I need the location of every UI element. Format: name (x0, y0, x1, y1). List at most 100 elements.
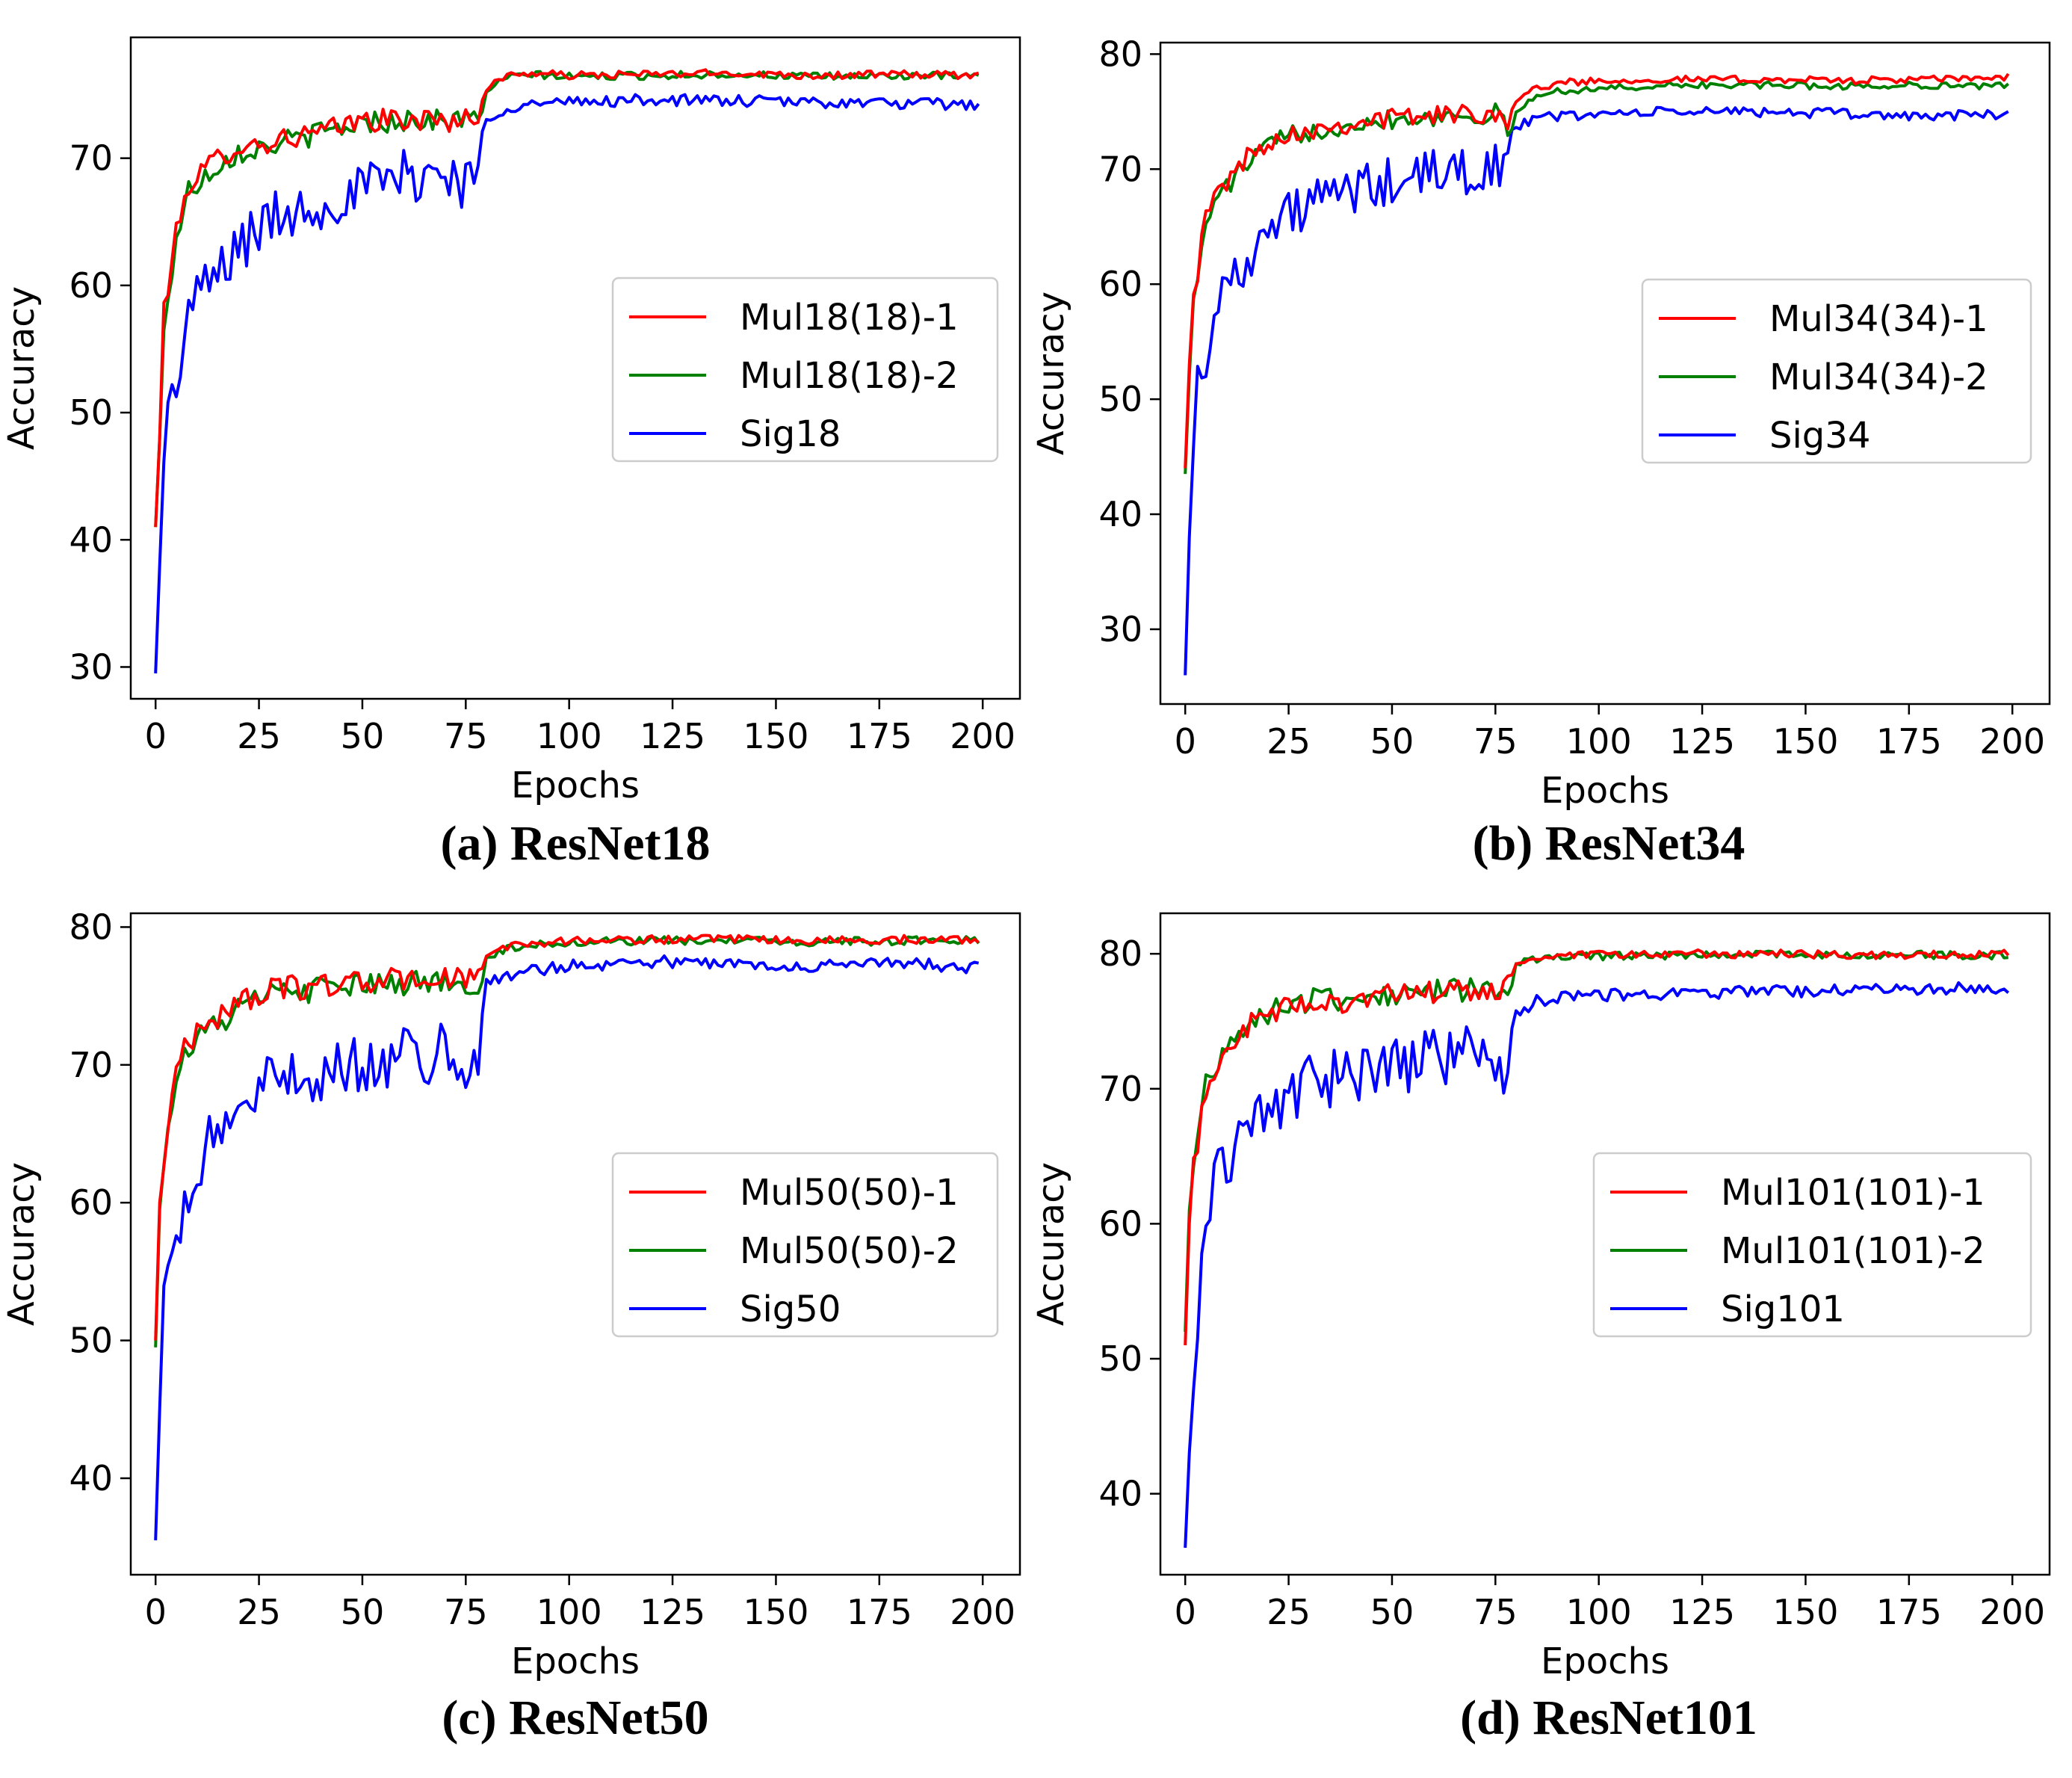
x-tick-label: 200 (1979, 1592, 2045, 1632)
x-tick-label: 100 (536, 716, 602, 756)
legend: Mul18(18)-1 Mul18(18)-2 Sig18 (611, 277, 999, 463)
x-tick-label: 50 (1370, 1592, 1414, 1632)
x-tick-label: 125 (1669, 1592, 1735, 1632)
y-tick-label: 30 (69, 646, 113, 687)
legend: Mul101(101)-1 Mul101(101)-2 Sig101 (1592, 1152, 2032, 1338)
legend-box (1641, 278, 2032, 464)
legend-entry: Mul101(101)-2 (1721, 1230, 1985, 1272)
x-tick-label: 75 (1473, 721, 1518, 762)
chart-panel-2: 0 25 50 75 100 125 150 175 200 30 40 50 60 70 80 Epochs… (1030, 34, 2051, 871)
x-tick-label: 125 (640, 716, 705, 756)
y-tick-label: 80 (69, 907, 113, 947)
legend-entry: Mul34(34)-2 (1769, 356, 1988, 398)
y-tick-label: 40 (1098, 1474, 1142, 1514)
plot-frame (129, 912, 1021, 1576)
x-tick-label: 100 (1566, 721, 1632, 762)
y-tick-label: 70 (69, 1045, 113, 1085)
series-line-Sig34 (1184, 105, 2009, 676)
legend-box (611, 1152, 999, 1338)
panel-caption: (b) ResNet34 (1473, 816, 1745, 871)
y-tick-label: 40 (1098, 494, 1142, 534)
y-tick-label: 60 (1098, 264, 1142, 304)
y-tick-label: 70 (1098, 149, 1142, 189)
chart-panel-1: 0 25 50 75 100 125 150 175 200 30 40 50 60 70 Epochs Ac… (1, 36, 1021, 871)
x-tick-label: 200 (950, 1592, 1015, 1632)
y-tick-label: 70 (69, 138, 113, 179)
legend-entry: Sig34 (1769, 415, 1870, 457)
series-line-Mul18(18)-1 (154, 68, 980, 528)
legend-entry: Mul50(50)-2 (740, 1230, 959, 1272)
y-tick-label: 80 (1098, 933, 1142, 974)
x-tick-label: 200 (950, 716, 1015, 756)
panel-caption: (a) ResNet18 (440, 816, 710, 871)
plot-frame (1159, 41, 2051, 706)
legend-entry: Mul101(101)-1 (1721, 1172, 1985, 1214)
x-tick-label: 200 (1979, 721, 2045, 762)
legend-entry: Sig18 (740, 413, 841, 455)
y-tick-label: 60 (69, 265, 113, 306)
x-tick-label: 125 (640, 1592, 705, 1632)
chart-panel-4: 0 25 50 75 100 125 150 175 200 40 50 60 70 80 Epochs Ac… (1030, 912, 2051, 1745)
x-tick-label: 100 (536, 1592, 602, 1632)
legend-entry: Mul34(34)-1 (1769, 298, 1988, 340)
x-tick-label: 100 (1566, 1592, 1632, 1632)
series-line-Sig50 (154, 954, 980, 1540)
x-tick-label: 175 (1876, 721, 1942, 762)
y-tick-label: 60 (1098, 1203, 1142, 1244)
series-line-Mul34(34)-2 (1184, 80, 2010, 475)
x-axis-label: Epochs (1541, 770, 1669, 812)
legend: Mul34(34)-1 Mul34(34)-2 Sig34 (1641, 278, 2032, 464)
y-tick-label: 50 (69, 1321, 113, 1361)
x-tick-label: 150 (743, 716, 809, 756)
y-tick-label: 80 (1098, 34, 1142, 74)
x-tick-label: 0 (145, 716, 167, 756)
legend-box (1592, 1152, 2032, 1338)
x-tick-label: 0 (1175, 721, 1196, 762)
y-axis-label: Accuracy (1, 286, 43, 450)
x-tick-label: 175 (847, 716, 912, 756)
panel-caption: (c) ResNet50 (442, 1691, 708, 1745)
y-tick-label: 50 (69, 392, 113, 433)
x-tick-label: 150 (743, 1592, 809, 1632)
x-axis-label: Epochs (1541, 1640, 1669, 1682)
y-tick-label: 60 (69, 1182, 113, 1223)
legend-entry: Mul50(50)-1 (740, 1172, 959, 1214)
plot-frame (1159, 912, 2051, 1576)
panel-caption: (d) ResNet101 (1460, 1691, 1757, 1745)
y-tick-label: 50 (1098, 1339, 1142, 1379)
chart-panel-3: 0 25 50 75 100 125 150 175 200 40 50 60 70 80 Epochs Ac… (1, 907, 1021, 1745)
y-tick-label: 40 (69, 1458, 113, 1498)
x-tick-label: 175 (847, 1592, 912, 1632)
x-tick-label: 25 (1267, 721, 1311, 762)
legend-entry: Mul18(18)-2 (740, 355, 959, 397)
y-tick-label: 40 (69, 519, 113, 560)
x-tick-label: 175 (1876, 1592, 1942, 1632)
legend-box (611, 277, 999, 463)
x-tick-label: 25 (237, 1592, 281, 1632)
legend-entry: Mul18(18)-1 (740, 297, 959, 339)
legend: Mul50(50)-1 Mul50(50)-2 Sig50 (611, 1152, 999, 1338)
x-tick-label: 75 (444, 716, 488, 756)
series-line-Sig18 (154, 93, 980, 674)
x-axis-label: Epochs (511, 1640, 640, 1682)
plot-frame (129, 36, 1021, 700)
x-tick-label: 150 (1773, 721, 1839, 762)
series-line-Mul101(101)-2 (1184, 949, 2008, 1332)
legend-entry: Sig101 (1721, 1288, 1845, 1330)
x-tick-label: 50 (1370, 721, 1414, 762)
x-tick-label: 0 (145, 1592, 167, 1632)
series-line-Sig101 (1184, 981, 2010, 1548)
x-tick-label: 50 (341, 716, 385, 756)
y-axis-label: Accuracy (1030, 291, 1072, 455)
series-line-Mul101(101)-1 (1184, 948, 2010, 1346)
y-axis-label: Accuracy (1030, 1162, 1072, 1326)
x-tick-label: 25 (237, 716, 281, 756)
x-axis-label: Epochs (511, 765, 640, 806)
legend-entry: Sig50 (740, 1288, 841, 1330)
x-tick-label: 75 (1473, 1592, 1518, 1632)
x-tick-label: 50 (341, 1592, 385, 1632)
y-axis-label: Accuracy (1, 1162, 43, 1326)
x-tick-label: 0 (1175, 1592, 1196, 1632)
y-tick-label: 30 (1098, 609, 1142, 649)
